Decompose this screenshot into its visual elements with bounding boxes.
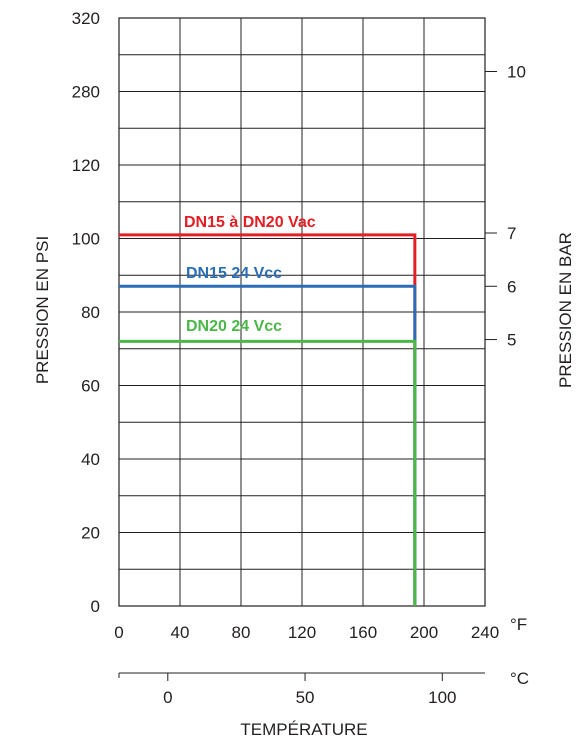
series-label: DN15 24 Vcc (186, 265, 282, 282)
x-tick-label-f: 240 (471, 623, 499, 642)
y-axis-title-right: PRESSION EN BAR (556, 232, 575, 388)
y-tick-label-left: 280 (72, 83, 100, 102)
y-tick-label-left: 80 (81, 303, 100, 322)
y-tick-label-right: 5 (507, 331, 516, 350)
series-line (119, 339, 417, 606)
y-tick-label-left: 20 (81, 524, 100, 543)
x-tick-label-f: 0 (114, 623, 123, 642)
y-tick-label-left: 60 (81, 377, 100, 396)
y-axis-title-left: PRESSION EN PSI (33, 236, 52, 384)
series-label: DN15 à DN20 Vac (184, 214, 316, 231)
x-tick-label-f: 40 (171, 623, 190, 642)
y-tick-label-left: 40 (81, 450, 100, 469)
x-tick-label-f: 160 (349, 623, 377, 642)
chart-grid (118, 17, 486, 607)
y-tick-label-left: 0 (91, 597, 100, 616)
x-unit-fahrenheit: °F (510, 615, 527, 634)
y-tick-label-left: 320 (72, 9, 100, 28)
y-tick-label-left: 120 (72, 156, 100, 175)
y-tick-label-right: 10 (507, 63, 526, 82)
x-tick-label-f: 120 (288, 623, 316, 642)
y-tick-label-right: 6 (507, 277, 516, 296)
chart-series: DN15 à DN20 Vac DN15 24 Vcc DN20 24 Vcc (119, 214, 417, 606)
y-tick-label-left: 100 (72, 230, 100, 249)
x-unit-celsius: °C (510, 669, 529, 688)
x-tick-label-c: 0 (163, 688, 172, 707)
x-tick-label-f: 200 (410, 623, 438, 642)
y-tick-label-right: 7 (507, 224, 516, 243)
x-tick-label-c: 50 (296, 688, 315, 707)
series-label: DN20 24 Vcc (186, 318, 282, 335)
x-tick-label-f: 80 (232, 623, 251, 642)
series-line (119, 233, 417, 606)
x-tick-label-c: 100 (428, 688, 456, 707)
x-axis-title: TEMPÉRATURE (240, 720, 367, 739)
